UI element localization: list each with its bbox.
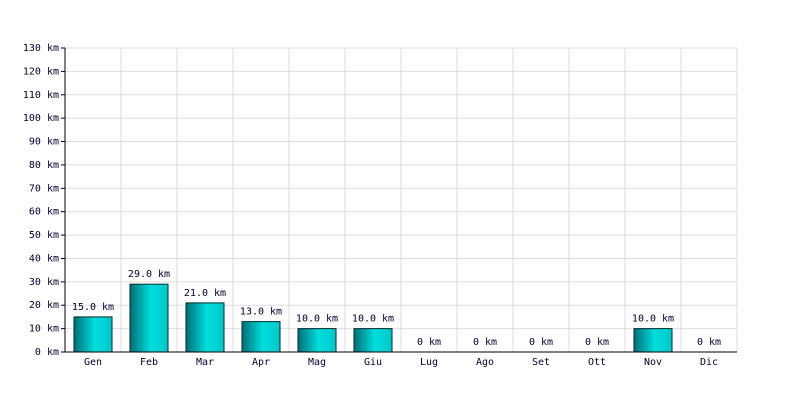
x-tick-label: Nov [644, 357, 662, 368]
value-label: 0 km [417, 337, 441, 348]
y-tick-label: 70 km [29, 183, 59, 194]
value-label: 0 km [585, 337, 609, 348]
x-tick-label: Dic [700, 357, 718, 368]
y-tick-label: 100 km [23, 113, 59, 124]
value-label: 29.0 km [128, 269, 170, 280]
bar [353, 328, 393, 353]
bar [633, 328, 673, 353]
x-tick-label: Set [532, 357, 550, 368]
value-label: 0 km [473, 337, 497, 348]
value-label: 10.0 km [632, 314, 674, 325]
y-tick-label: 90 km [29, 137, 59, 148]
x-tick-label: Ott [588, 357, 606, 368]
x-tick-label: Ago [476, 357, 494, 368]
x-tick-label: Lug [420, 357, 438, 368]
bar [73, 316, 113, 353]
y-tick-label: 0 km [35, 347, 59, 358]
x-tick-label: Giu [364, 357, 382, 368]
value-label: 10.0 km [352, 314, 394, 325]
y-tick-label: 50 km [29, 230, 59, 241]
bar [297, 328, 337, 353]
y-tick-label: 60 km [29, 207, 59, 218]
value-label: 10.0 km [296, 314, 338, 325]
bar [129, 283, 169, 353]
x-tick-label: Apr [252, 357, 270, 368]
value-label: 0 km [529, 337, 553, 348]
bar [185, 302, 225, 353]
bar [241, 321, 281, 353]
y-tick-label: 130 km [23, 43, 59, 54]
x-tick-label: Mar [196, 357, 214, 368]
value-label: 13.0 km [240, 307, 282, 318]
value-label: 0 km [697, 337, 721, 348]
value-label: 21.0 km [184, 288, 226, 299]
y-tick-label: 80 km [29, 160, 59, 171]
x-tick-label: Feb [140, 357, 158, 368]
value-label: 15.0 km [72, 302, 114, 313]
y-tick-label: 10 km [29, 324, 59, 335]
x-tick-label: Mag [308, 357, 326, 368]
y-tick-label: 20 km [29, 300, 59, 311]
y-tick-label: 120 km [23, 66, 59, 77]
x-tick-label: Gen [84, 357, 102, 368]
y-tick-label: 40 km [29, 253, 59, 264]
y-tick-label: 30 km [29, 277, 59, 288]
y-tick-label: 110 km [23, 90, 59, 101]
